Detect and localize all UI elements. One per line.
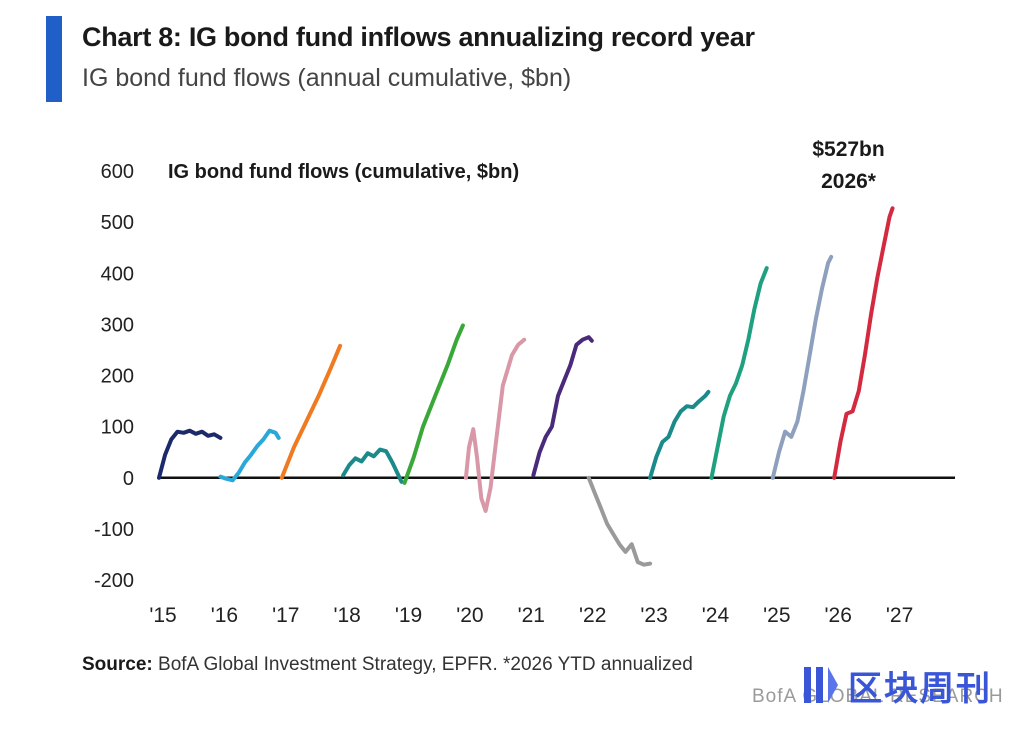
watermark: 区块周刊 — [800, 660, 992, 710]
x-tick-label: '16 — [211, 604, 238, 627]
series-line-2018 — [341, 447, 404, 484]
y-tick-label: 200 — [101, 366, 134, 388]
footer-brand: BofA GLOBAL RESEARCH — [752, 686, 1004, 707]
y-tick-label: 600 — [101, 161, 134, 183]
series-line-2017 — [279, 343, 343, 480]
series-line-2015 — [157, 428, 223, 480]
x-tick-label: '15 — [149, 604, 176, 627]
x-tick-label: '22 — [579, 604, 606, 627]
watermark-logo-icon — [804, 667, 838, 703]
x-tick-label: '26 — [825, 604, 852, 627]
series-line-2019 — [402, 323, 465, 485]
y-tick-label: -100 — [94, 519, 134, 541]
inner-chart-title: IG bond fund flows (cumulative, $bn) — [168, 161, 519, 183]
series-line-2026 — [832, 206, 895, 480]
source-text: BofA Global Investment Strategy, EPFR. *… — [152, 654, 693, 675]
series-line-2020 — [463, 337, 527, 513]
chart-subtitle: IG bond fund flows (annual cumulative, $… — [82, 64, 572, 92]
x-tick-label: '21 — [518, 604, 545, 627]
y-tick-label: 500 — [101, 212, 134, 234]
y-tick-label: 100 — [101, 417, 134, 439]
x-tick-label: '20 — [456, 604, 483, 627]
x-tick-label: '27 — [886, 604, 913, 627]
y-tick-label: 0 — [123, 468, 134, 490]
series-line-2022 — [586, 475, 653, 567]
watermark-text: 区块周刊 — [848, 669, 992, 708]
y-tick-label: 400 — [101, 263, 134, 285]
x-tick-label: '25 — [763, 604, 790, 627]
x-tick-label: '23 — [640, 604, 667, 627]
x-tick-label: '18 — [333, 604, 360, 627]
y-tick-label: -200 — [94, 570, 134, 592]
source-note: Source: BofA Global Investment Strategy,… — [82, 654, 693, 676]
annotation-value: $527bn — [812, 138, 884, 161]
source-label: Source: — [82, 654, 153, 675]
series-line-2023 — [648, 389, 711, 480]
series-line-2021 — [531, 335, 594, 478]
title-accent-bar — [46, 16, 62, 102]
x-tick-label: '17 — [272, 604, 299, 627]
series-line-2016 — [218, 428, 281, 483]
annotation-year: 2026* — [821, 170, 877, 193]
series-line-2025 — [770, 254, 834, 480]
x-tick-label: '19 — [395, 604, 422, 627]
x-tick-label: '24 — [702, 604, 730, 627]
chart-title: Chart 8: IG bond fund inflows annualizin… — [82, 22, 755, 52]
series-line-2024 — [709, 266, 769, 480]
y-tick-label: 300 — [101, 314, 134, 336]
